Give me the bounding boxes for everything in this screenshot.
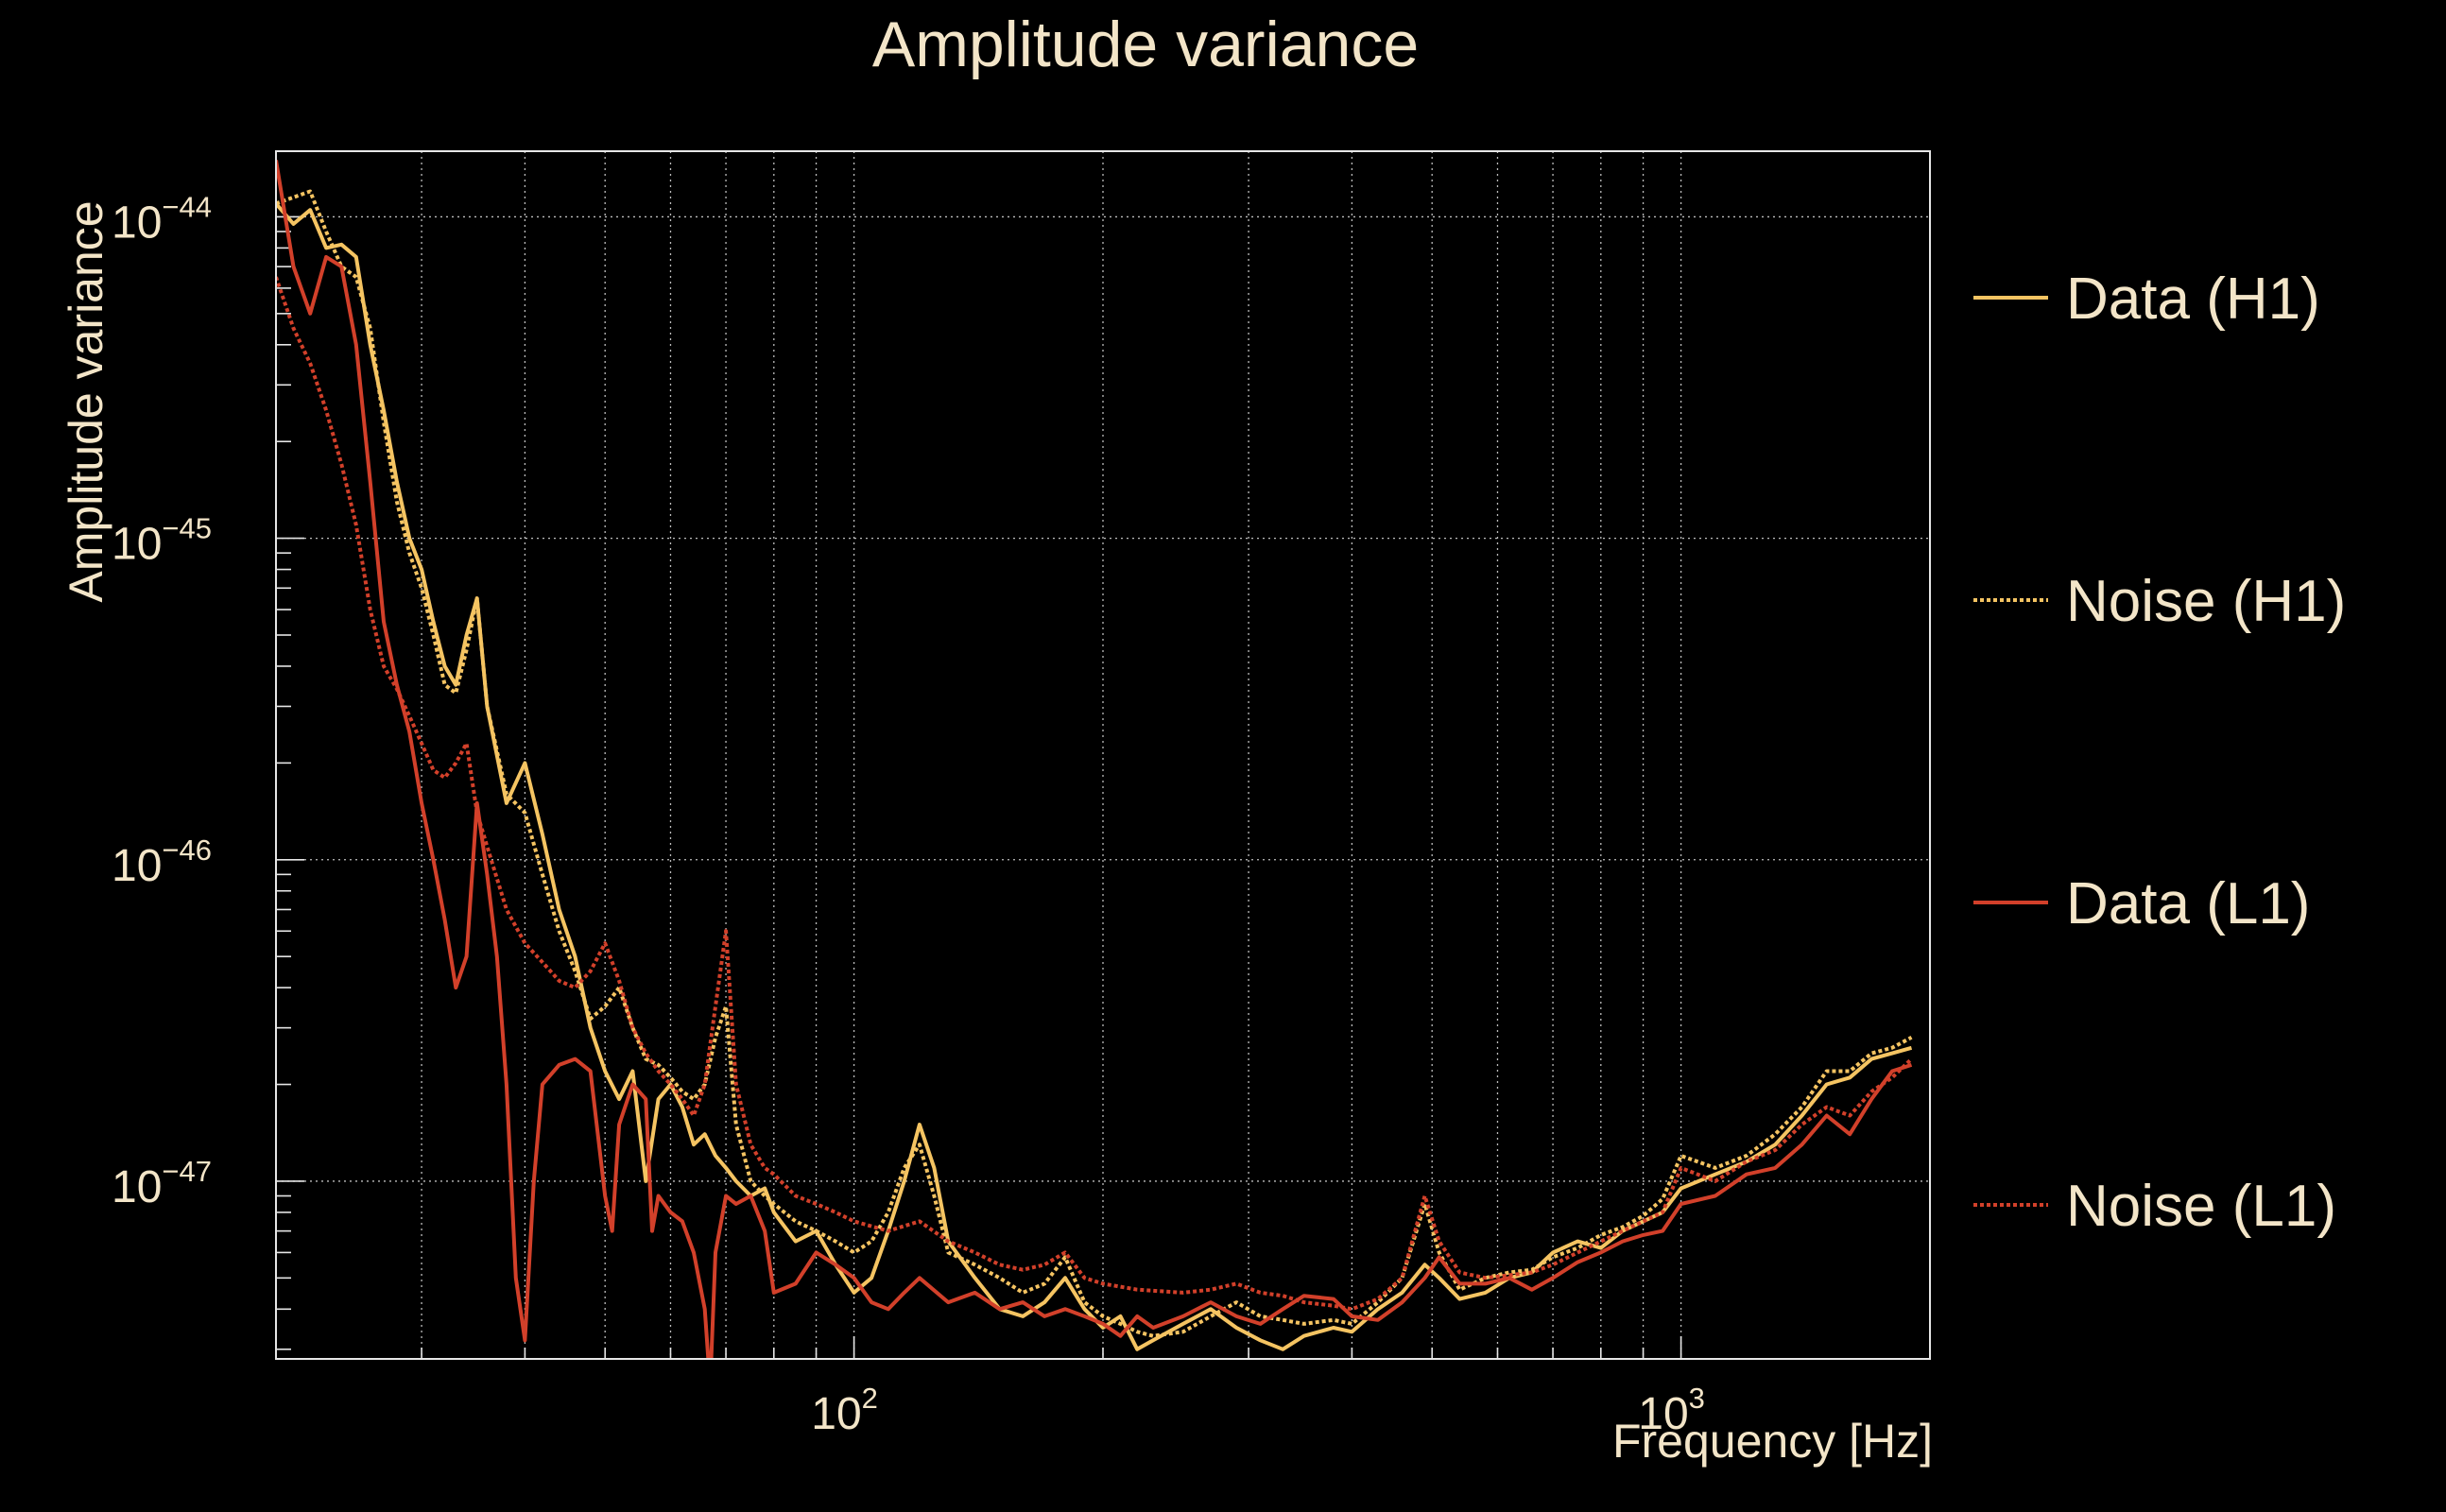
series-line-noise-l1 bbox=[276, 276, 1913, 1312]
y-axis-label: Amplitude variance bbox=[60, 200, 112, 602]
chart-title: Amplitude variance bbox=[872, 9, 1419, 80]
y-tick-label: 10−44 bbox=[112, 190, 212, 248]
tick-labels: 102 103 10−44 10−45 10−46 10−47 bbox=[112, 190, 1705, 1439]
series-line-noise-h1 bbox=[276, 189, 1913, 1338]
legend-label: Data (L1) bbox=[2066, 871, 2310, 936]
series-line-data-h1 bbox=[276, 202, 1913, 1351]
x-axis-label: Frequency [Hz] bbox=[1612, 1415, 1933, 1468]
grid-lines bbox=[275, 151, 1931, 1359]
series-lines bbox=[276, 160, 1913, 1359]
legend: Data (H1) Noise (H1) Data (L1) Noise (L1) bbox=[1973, 266, 2346, 1239]
series-line-data-l1 bbox=[276, 160, 1913, 1359]
legend-label: Noise (H1) bbox=[2066, 569, 2346, 634]
x-tick-label: 102 bbox=[811, 1382, 878, 1439]
legend-label: Data (H1) bbox=[2066, 266, 2320, 332]
y-tick-label: 10−45 bbox=[112, 512, 212, 570]
y-tick-label: 10−47 bbox=[112, 1155, 212, 1212]
legend-label: Noise (L1) bbox=[2066, 1174, 2336, 1239]
x-tick-label: 103 bbox=[1638, 1382, 1705, 1439]
plot-frame bbox=[275, 150, 1931, 1360]
y-tick-label: 10−46 bbox=[112, 833, 212, 891]
